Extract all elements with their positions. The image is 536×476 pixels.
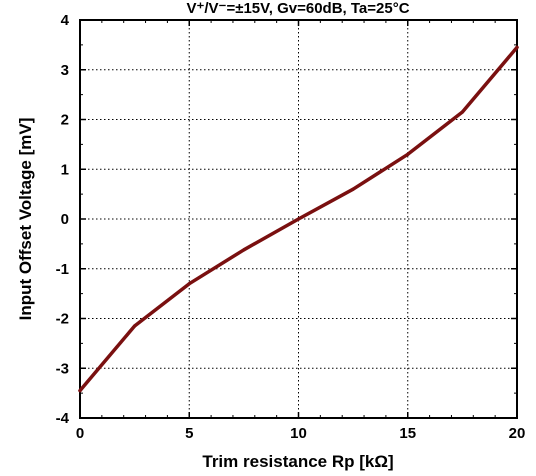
x-tick-label: 20: [509, 425, 526, 442]
y-tick-label: 4: [61, 12, 70, 29]
data-point: [460, 110, 464, 114]
y-tick-label: 2: [61, 112, 69, 129]
series-layer: [78, 45, 519, 393]
x-tick-label: 15: [399, 425, 416, 442]
data-point: [406, 152, 410, 156]
data-point: [187, 282, 191, 286]
data-point: [242, 248, 246, 252]
y-tick-label: 3: [61, 62, 69, 79]
data-point: [296, 217, 301, 221]
x-axis-label: Trim resistance Rp [kΩ]: [202, 452, 393, 471]
data-point: [351, 187, 355, 191]
chart-title: V⁺/V⁻=±15V, Gv=60dB, Ta=25°C: [186, 0, 409, 17]
data-point: [133, 324, 137, 328]
y-tick-label: -2: [56, 311, 69, 328]
grid-lines: [80, 20, 517, 418]
data-point: [78, 389, 82, 393]
tick-labels: 0 5 10 15 20 -4 -3 -2 -1 0 1 2 3 4: [56, 12, 526, 442]
x-tick-label: 5: [185, 425, 193, 442]
y-tick-label: -1: [56, 261, 69, 278]
axis-ticks: [79, 19, 518, 419]
y-tick-label: -3: [56, 360, 69, 377]
x-tick-label: 10: [290, 425, 307, 442]
y-tick-label: 0: [61, 211, 69, 228]
y-axis-label: Input Offset Voltage [mV]: [16, 118, 35, 321]
y-tick-label: 1: [61, 161, 69, 178]
x-tick-label: 0: [76, 425, 84, 442]
data-point: [515, 45, 519, 49]
y-tick-label: -4: [56, 410, 70, 427]
